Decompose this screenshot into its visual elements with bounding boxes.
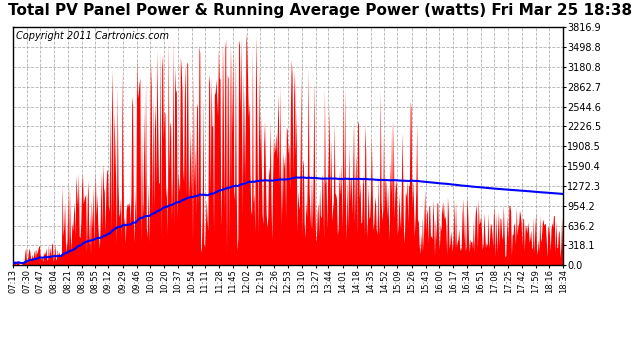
Text: Total PV Panel Power & Running Average Power (watts) Fri Mar 25 18:38: Total PV Panel Power & Running Average P… (8, 3, 632, 18)
Text: Copyright 2011 Cartronics.com: Copyright 2011 Cartronics.com (15, 31, 168, 41)
